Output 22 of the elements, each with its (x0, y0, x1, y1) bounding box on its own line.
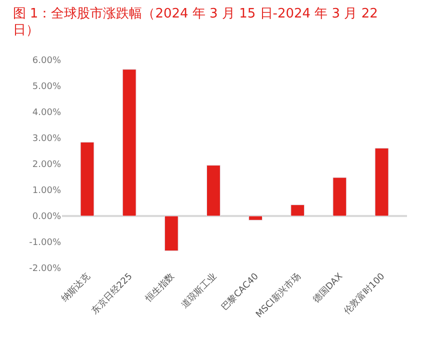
y-tick-label: 2.00% (32, 160, 62, 170)
y-tick-label: 4.00% (32, 108, 62, 118)
bar (332, 177, 347, 216)
x-tick-label: 恒生指数 (142, 271, 177, 305)
chart-title: 图 1：全球股市涨跌幅（2024 年 3 月 15 日-2024 年 3 月 22 日） (12, 6, 378, 38)
bar (248, 216, 263, 220)
y-tick-label: -2.00% (29, 264, 62, 274)
bar (80, 142, 94, 216)
x-tick-label: 道琼斯工业 (179, 271, 219, 311)
x-tick-label: 纳斯达克 (59, 271, 93, 304)
bar (164, 216, 178, 252)
y-tick-label: 1.00% (32, 186, 62, 196)
y-tick-label: 6.00% (32, 56, 62, 66)
bar (206, 165, 220, 216)
y-tick-label: 3.00% (32, 134, 62, 144)
bar (290, 204, 305, 216)
y-tick-label: 0.00% (32, 212, 62, 222)
bar (374, 148, 389, 216)
y-tick-label: 5.00% (32, 82, 62, 92)
y-tick-label: -1.00% (29, 238, 62, 248)
x-tick-label: 伦敦富时100 (342, 270, 388, 316)
bar (122, 69, 136, 216)
